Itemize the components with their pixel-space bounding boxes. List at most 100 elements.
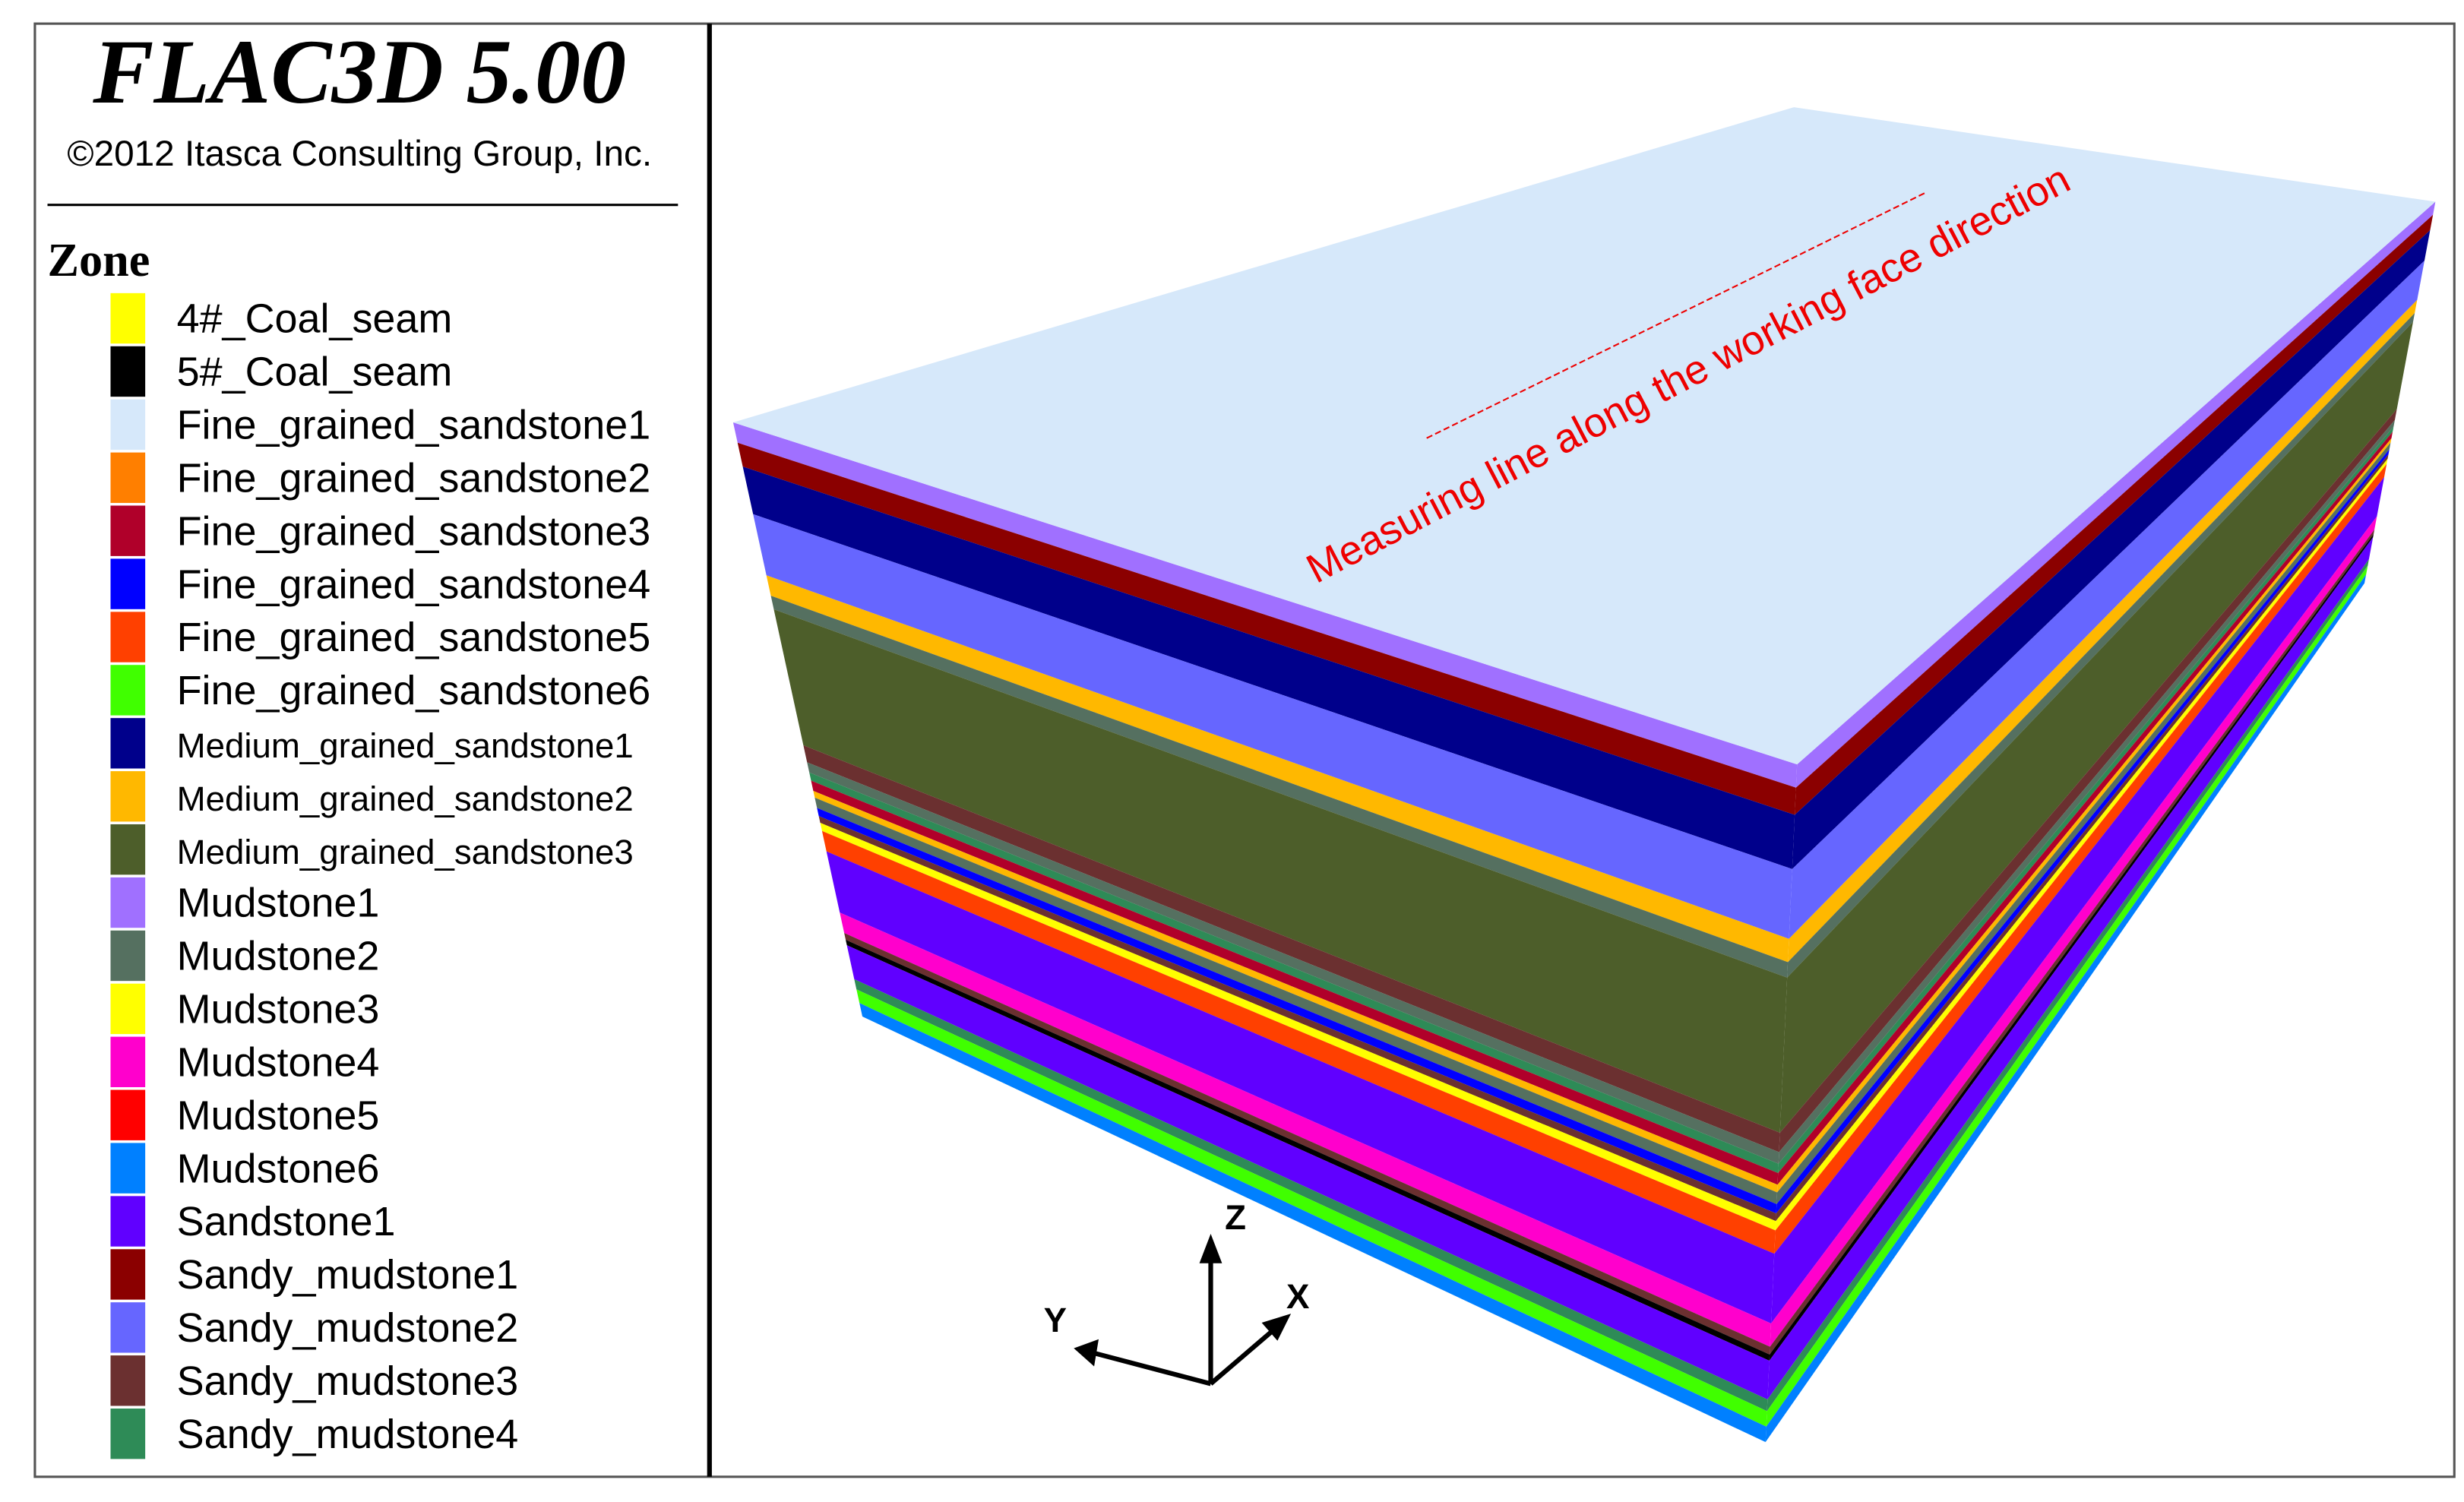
legend-swatch [110,346,146,397]
layer-right [1776,442,2391,1204]
z-arrow [1199,1233,1223,1263]
layer-right [1775,458,2388,1231]
layer-right [1795,201,2436,788]
layer-left [732,422,1798,788]
layer-right [1779,409,2397,1153]
layer-right [1770,529,2375,1355]
layer-right [1770,516,2377,1347]
layer-left [844,932,1770,1355]
frame [33,22,2456,1478]
legend-swatch [110,983,146,1035]
legend-swatch [110,292,146,344]
layer-right [1776,454,2389,1222]
axis-triad [1074,1233,1292,1387]
layer-left [766,575,1789,963]
legend-label: Mudstone1 [177,881,380,926]
measuring-line [1426,191,1927,439]
legend-swatch [110,771,146,822]
legend-swatch [110,718,146,769]
layer-right [1789,261,2424,939]
legend-swatch [110,1355,146,1406]
layer-left [826,851,1775,1324]
layer-left [840,912,1771,1347]
layer-left [818,816,1776,1222]
layer-left [814,797,1778,1204]
legend-swatch [110,1408,146,1459]
layer-left [856,989,1767,1427]
legend-label: Sandy_mudstone2 [177,1305,519,1351]
layer-right [1779,321,2414,1133]
legend-swatch [110,1302,146,1353]
legend-swatch [110,930,146,982]
x-axis [1209,1325,1279,1386]
legend-label: Fine_grained_sandstone5 [177,615,651,660]
layer-right [1777,432,2393,1185]
layer-left [811,780,1779,1185]
legend-label: Fine_grained_sandstone3 [177,508,651,554]
layer-left [803,745,1780,1153]
legend-swatch [110,877,146,928]
layer-right [1795,214,2434,815]
legend-swatch [110,452,146,503]
layer-right [1792,229,2431,869]
legend-label: Sandy_mudstone1 [177,1252,519,1298]
layer-left [813,790,1778,1193]
legend-swatch [110,1036,146,1087]
legend-label: Sandy_mudstone3 [177,1358,519,1404]
legend-label: Medium_grained_sandstone3 [177,833,634,871]
layer-right [1776,449,2390,1214]
layer-right [1769,533,2374,1361]
app-title: FLAC3D 5.00 [92,22,626,123]
legend-swatch [110,612,146,662]
layer-left [817,808,1777,1214]
layer-left [846,939,1770,1361]
legend-label: Sandstone1 [177,1199,396,1244]
legend-label: Sandy_mudstone4 [177,1412,519,1457]
legend-label: Mudstone6 [177,1146,380,1191]
legend-label: 4#_Coal_seam [177,296,453,342]
legend-label: Fine_grained_sandstone6 [177,668,651,713]
legend-label: Mudstone3 [177,987,380,1032]
legend-label: Medium_grained_sandstone1 [177,726,634,765]
y-arrow [1074,1339,1099,1367]
legend-label: Fine_grained_sandstone1 [177,403,651,448]
layer-right [1777,438,2392,1193]
layer-right [1774,463,2387,1254]
legend-label: Medium_grained_sandstone2 [177,779,634,818]
layer-right [1778,426,2394,1174]
legend: 4#_Coal_seam 5#_Coal_seam Fine_grained_san… [110,292,651,1459]
layer-left [770,596,1789,978]
legend-swatch [110,505,146,556]
layer-right [1778,419,2395,1164]
legend-label: Fine_grained_sandstone4 [177,561,651,607]
legend-swatch [110,1089,146,1140]
legend-swatch [110,1196,146,1247]
layer-right [1788,299,2418,963]
layer-right [1766,565,2368,1427]
layer-left [737,442,1796,815]
layer-left [854,979,1768,1412]
layer-right [1767,558,2369,1412]
layer-right [1787,313,2415,978]
layer-right [1767,537,2374,1400]
model-block [732,107,2436,1443]
layer-left [820,823,1776,1231]
layer-left [859,1003,1767,1443]
legend-label: Mudstone5 [177,1093,380,1138]
legend-label: Mudstone2 [177,934,380,979]
layer-left [809,772,1779,1174]
legend-label: Fine_grained_sandstone2 [177,455,651,501]
y-label: Y [1044,1301,1067,1339]
x-arrow [1261,1314,1292,1341]
legend-title: Zone [48,235,150,286]
layer-left [753,514,1792,939]
x-label: X [1286,1277,1310,1316]
layer-left [773,609,1788,1133]
legend-label: 5#_Coal_seam [177,349,453,395]
legend-swatch [110,665,146,716]
layer-right [1765,574,2367,1443]
layer-left [807,762,1779,1164]
legend-label: Mudstone4 [177,1039,380,1085]
